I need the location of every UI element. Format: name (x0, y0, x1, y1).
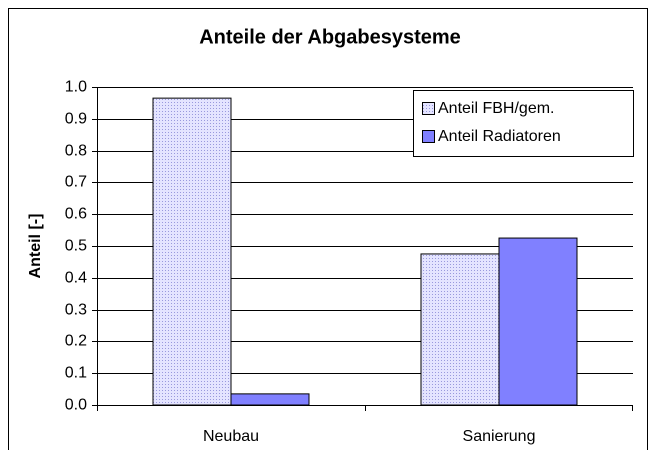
legend-swatch (422, 102, 435, 115)
y-tick-label: 0.9 (65, 111, 87, 128)
y-tick-label: 0.3 (65, 302, 87, 319)
legend-label: Anteil FBH/gem. (438, 100, 554, 117)
legend-box (413, 90, 634, 157)
y-tick-label: 0.8 (65, 143, 87, 160)
y-tick-label: 0.6 (65, 206, 87, 223)
bar (498, 237, 578, 406)
x-tick-label: Sanierung (463, 428, 536, 445)
bar (230, 393, 310, 406)
x-tick-label: Neubau (203, 428, 259, 445)
y-tick-label: 0.0 (65, 397, 87, 414)
bar (152, 97, 232, 406)
chart-title: Anteile der Abgabesysteme (199, 26, 461, 48)
y-axis-label: Anteil [-] (27, 214, 44, 279)
y-tick-label: 0.2 (65, 333, 87, 350)
legend-label: Anteil Radiatoren (438, 128, 561, 145)
y-tick-label: 0.7 (65, 174, 87, 191)
bar (420, 253, 500, 406)
y-tick-label: 0.5 (65, 238, 87, 255)
y-tick-label: 0.4 (65, 270, 87, 287)
y-tick-label: 0.1 (65, 365, 87, 382)
y-tick-label: 1.0 (65, 79, 87, 96)
legend-swatch (422, 130, 435, 143)
